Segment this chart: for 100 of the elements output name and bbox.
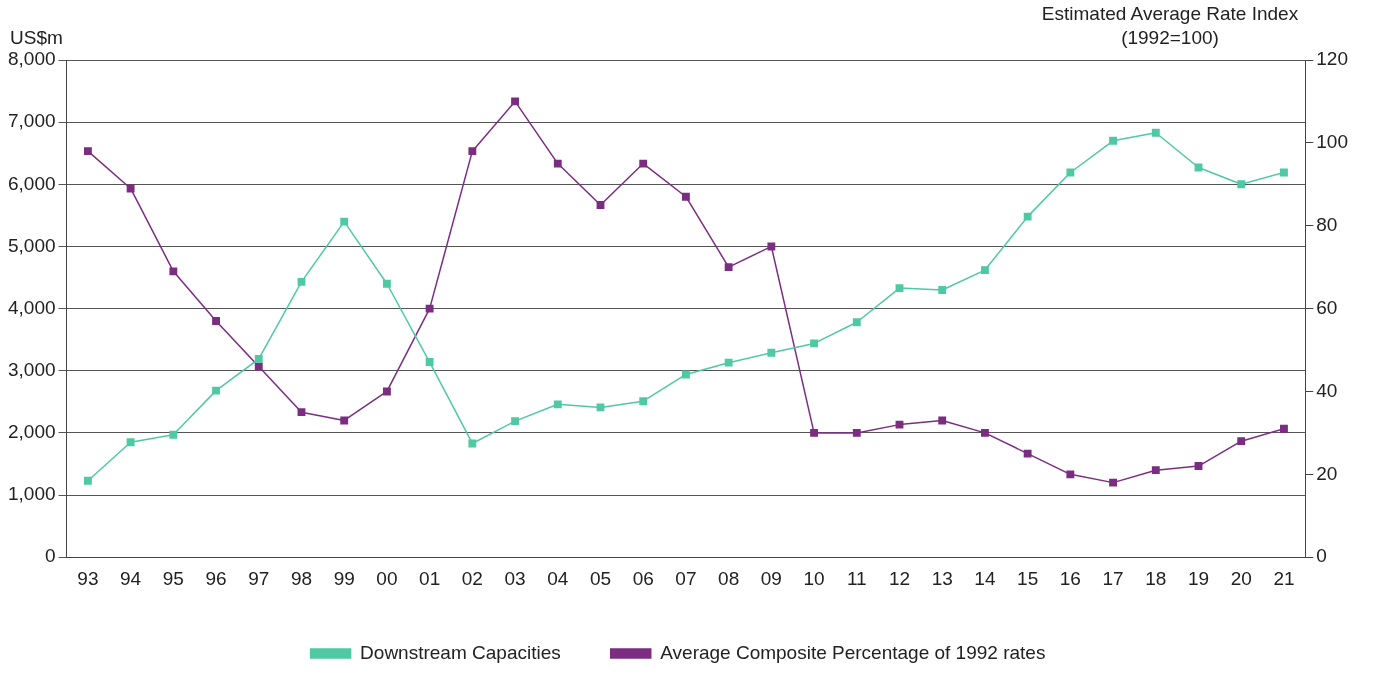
point — [1194, 462, 1203, 470]
y-tick-label: 5,000 — [8, 234, 56, 256]
x-tick-label: 95 — [162, 567, 184, 589]
y-axis-title: US$m — [10, 26, 63, 48]
x-tick-label: 12 — [888, 567, 911, 589]
point — [724, 263, 733, 272]
x-tick-label: 07 — [675, 567, 697, 589]
x-tick-label: 04 — [547, 567, 569, 589]
point — [297, 277, 306, 286]
x-tick-label: 21 — [1273, 567, 1295, 589]
y-tick-label: 4,000 — [8, 296, 56, 318]
point — [468, 147, 477, 156]
point — [810, 339, 818, 348]
point — [639, 159, 648, 168]
x-tick-label: 98 — [290, 567, 313, 589]
point — [83, 476, 92, 485]
point — [1066, 470, 1075, 479]
point — [1237, 180, 1246, 189]
y-tick-label: 6,000 — [8, 172, 56, 194]
point — [1280, 168, 1288, 177]
point — [596, 201, 605, 209]
point — [895, 284, 904, 293]
point — [511, 97, 519, 106]
point — [767, 242, 776, 251]
point — [596, 403, 605, 412]
point — [681, 370, 690, 379]
y-tick-label: 0 — [44, 545, 56, 567]
point — [1066, 168, 1075, 177]
x-tick-label: 08 — [718, 567, 740, 589]
point — [340, 217, 349, 226]
point — [852, 428, 861, 437]
point — [511, 417, 519, 426]
point — [767, 348, 776, 357]
point — [169, 267, 178, 276]
x-tick-label: 99 — [333, 567, 355, 589]
x-tick-label: 02 — [461, 567, 483, 589]
y-tick-label: 3,000 — [8, 358, 56, 380]
x-tick-label: 97 — [248, 567, 270, 589]
x-tick-label: 13 — [931, 567, 953, 589]
point — [1151, 128, 1160, 137]
y2-tick-label: 100 — [1316, 131, 1348, 153]
point — [468, 439, 477, 448]
point — [981, 428, 989, 437]
legend-label: Downstream Capacities — [360, 641, 561, 663]
point — [1109, 478, 1118, 487]
y-tick-label: 7,000 — [8, 110, 56, 132]
x-tick-label: 06 — [632, 567, 654, 589]
point — [938, 416, 947, 425]
point — [382, 279, 391, 288]
point — [126, 438, 135, 447]
point — [212, 317, 220, 325]
x-tick-label: 01 — [419, 567, 441, 589]
point — [938, 286, 947, 294]
point — [254, 362, 263, 371]
point — [810, 428, 818, 437]
x-tick-label: 20 — [1230, 567, 1252, 589]
y-tick-label: 1,000 — [8, 483, 56, 505]
point — [254, 355, 263, 363]
x-tick-label: 16 — [1059, 567, 1081, 589]
x-tick-label: 15 — [1017, 567, 1039, 589]
point — [425, 358, 434, 366]
legend-label: Average Composite Percentage of 1992 rates — [660, 641, 1046, 663]
point — [724, 358, 733, 367]
x-tick-label: 19 — [1187, 567, 1210, 589]
point — [981, 266, 989, 274]
y2-tick-label: 60 — [1316, 296, 1338, 318]
x-tick-label: 05 — [589, 567, 612, 589]
y-tick-label: 2,000 — [8, 421, 56, 443]
point — [852, 318, 861, 327]
y2-tick-label: 0 — [1316, 545, 1327, 567]
point — [1023, 212, 1032, 221]
point — [681, 192, 690, 201]
point — [126, 184, 135, 193]
point — [212, 386, 220, 395]
point — [639, 397, 648, 406]
point — [1023, 449, 1032, 458]
point — [1109, 136, 1118, 145]
point — [83, 147, 92, 156]
point — [895, 420, 904, 429]
x-tick-label: 93 — [77, 567, 99, 589]
point — [1280, 424, 1288, 433]
point — [1151, 466, 1160, 475]
point — [297, 408, 306, 417]
point — [169, 430, 178, 439]
y2-tick-label: 80 — [1316, 213, 1338, 235]
y2-tick-label: 40 — [1316, 379, 1338, 401]
x-tick-label: 03 — [504, 567, 526, 589]
x-tick-label: 96 — [205, 567, 227, 589]
point — [340, 416, 349, 425]
point — [553, 159, 562, 168]
y2-tick-label: 20 — [1316, 462, 1338, 484]
x-tick-label: 10 — [803, 567, 825, 589]
y2-tick-label: 120 — [1316, 48, 1348, 70]
x-tick-label: 18 — [1145, 567, 1167, 589]
point — [382, 387, 391, 396]
point — [425, 304, 434, 313]
x-tick-label: 17 — [1102, 567, 1124, 589]
x-tick-label: 94 — [120, 567, 142, 589]
x-tick-label: 09 — [760, 567, 782, 589]
point — [553, 400, 562, 409]
